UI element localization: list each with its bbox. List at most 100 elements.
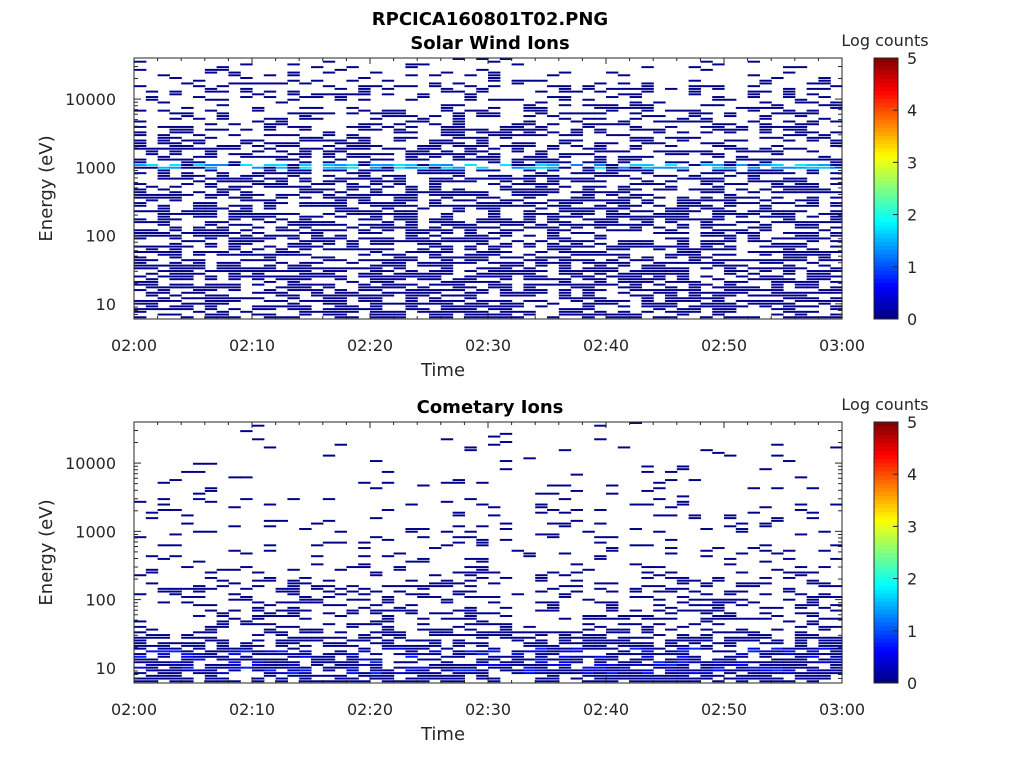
spectrogram-cell	[476, 242, 489, 245]
spectrogram-cell	[629, 280, 642, 283]
spectrogram-cell	[794, 101, 808, 104]
spectrogram-cell	[606, 582, 619, 585]
spectrogram-cell	[747, 547, 760, 550]
spectrogram-cell	[417, 666, 430, 669]
spectrogram-cell	[287, 125, 300, 128]
spectrogram-cell	[724, 642, 737, 645]
spectrogram-cell	[393, 253, 406, 256]
spectrogram-cell	[617, 204, 631, 207]
colorbar-segment	[874, 658, 898, 664]
spectrogram-cell	[629, 166, 642, 169]
spectrogram-cell	[322, 590, 336, 593]
colorbar-segment	[874, 302, 898, 308]
spectrogram-cell	[204, 215, 218, 218]
spectrogram-cell	[228, 248, 241, 251]
spectrogram-cell	[547, 161, 560, 164]
spectrogram-cell	[134, 536, 147, 539]
spectrogram-cell	[240, 647, 253, 650]
colorbar-segment	[874, 233, 898, 238]
spectrogram-cell	[747, 234, 760, 237]
spectrogram-cell	[263, 628, 277, 631]
spectrogram-cell	[606, 221, 619, 224]
spectrogram-cell	[169, 278, 182, 281]
spectrogram-cell	[806, 158, 819, 161]
spectrogram-cell	[535, 188, 548, 191]
spectrogram-cell	[134, 204, 147, 207]
spectrogram-cell	[676, 109, 690, 112]
spectrogram-cell	[547, 663, 560, 666]
spectrogram-cell	[287, 275, 300, 278]
spectrogram-cell	[617, 150, 631, 153]
spectrogram-cell	[700, 125, 713, 128]
spectrogram-cell	[617, 644, 631, 647]
spectrogram-cell	[783, 302, 796, 305]
spectrogram-cell	[440, 134, 454, 137]
spectrogram-cell	[287, 593, 300, 596]
spectrogram-cell	[169, 150, 182, 153]
spectrogram-cell	[759, 302, 772, 305]
spectrogram-cell	[311, 204, 324, 207]
spectrogram-cell	[181, 302, 194, 305]
spectrogram-cell	[700, 549, 713, 552]
spectrogram-cell	[499, 256, 513, 259]
spectrogram-cell	[617, 169, 631, 172]
spectrogram-cell	[145, 302, 159, 305]
colorbar-segment	[874, 265, 898, 271]
spectrogram-cell	[700, 180, 713, 183]
spectrogram-cell	[169, 193, 182, 196]
spectrogram-cell	[346, 280, 359, 283]
spectrogram-cell	[830, 655, 843, 658]
spectrogram-cell	[346, 261, 359, 264]
spectrogram-cell	[806, 237, 819, 240]
spectrogram-cell	[263, 280, 277, 283]
spectrogram-cell	[735, 316, 749, 319]
spectrogram-cell	[287, 289, 300, 292]
spectrogram-cell	[181, 240, 194, 243]
spectrogram-cell	[440, 612, 454, 615]
spectrogram-cell	[676, 153, 690, 156]
spectrogram-cell	[606, 299, 619, 302]
spectrogram-cell	[794, 625, 808, 628]
spectrogram-cell	[322, 294, 336, 297]
spectrogram-cell	[322, 240, 336, 243]
spectrogram-cell	[606, 245, 619, 248]
spectrogram-cell	[747, 259, 760, 262]
spectrogram-cell	[771, 191, 784, 194]
spectrogram-cell	[440, 251, 454, 253]
spectrogram-cell	[157, 672, 170, 675]
spectrogram-cell	[535, 174, 548, 177]
spectrogram-cell	[429, 672, 442, 675]
spectrogram-cell	[405, 215, 418, 218]
spectrogram-cell	[499, 204, 513, 207]
spectrogram-cell	[464, 672, 477, 675]
spectrogram-cell	[429, 204, 442, 207]
spectrogram-cell	[641, 566, 654, 569]
spectrogram-cell	[440, 272, 454, 275]
spectrogram-cell	[405, 98, 418, 101]
spectrogram-cell	[346, 79, 359, 82]
spectrogram-cell	[464, 204, 477, 207]
spectrogram-cell	[641, 669, 654, 672]
spectrogram-cell	[523, 658, 536, 661]
spectrogram-cell	[311, 680, 324, 683]
spectrogram-cell	[358, 125, 371, 128]
spectrogram-cell	[735, 604, 749, 607]
spectrogram-cell	[794, 677, 808, 680]
spectrogram-cell	[476, 661, 489, 664]
spectrogram-cell	[252, 253, 265, 256]
spectrogram-cell	[134, 145, 147, 147]
spectrogram-cell	[299, 286, 312, 289]
spectrogram-cell	[263, 147, 277, 150]
spectrogram-cell	[570, 655, 583, 658]
spectrogram-cell	[275, 180, 288, 183]
spectrogram-cell	[676, 251, 690, 253]
spectrogram-cell	[700, 598, 713, 601]
spectrogram-cell	[547, 169, 560, 172]
spectrogram-cell	[747, 90, 760, 93]
spectrogram-cell	[665, 245, 678, 248]
spectrogram-cell	[783, 666, 796, 669]
colorbar-segment	[874, 450, 898, 456]
spectrogram-cell	[759, 576, 772, 579]
spectrogram-cell	[464, 286, 477, 289]
spectrogram-cell	[134, 625, 147, 628]
